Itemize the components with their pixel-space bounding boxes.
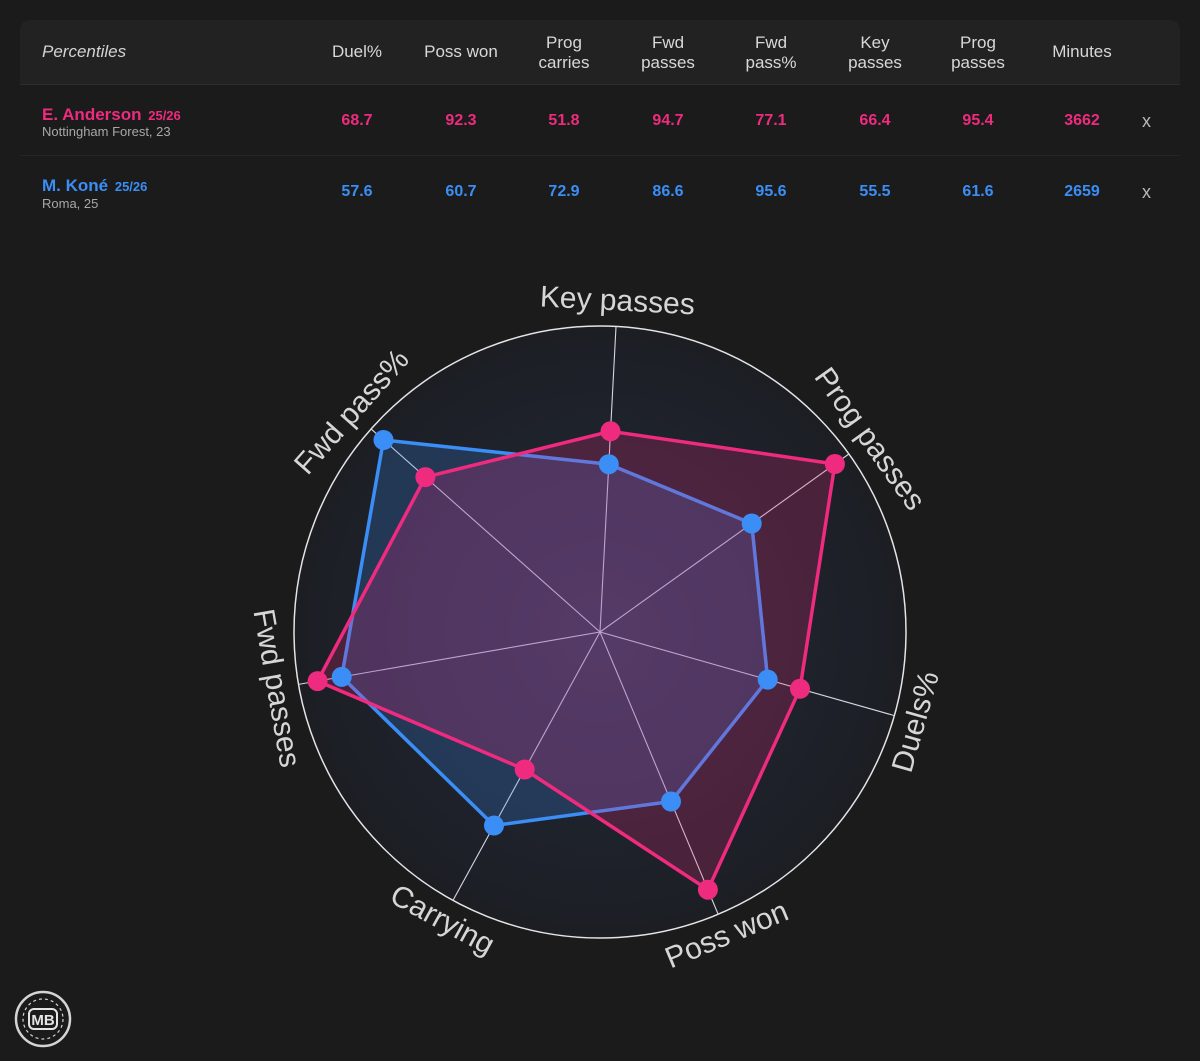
column-header-line1: Key — [860, 33, 890, 52]
value-prog-carries: 51.8 — [548, 112, 580, 129]
radar-spoke — [599, 453, 850, 633]
radar-point[interactable] — [331, 666, 352, 687]
value-prog-passes: 95.4 — [962, 112, 994, 129]
radar-series-area — [339, 438, 770, 828]
value-key-passes: 66.4 — [859, 112, 891, 129]
value-fwd-passes: 94.7 — [652, 112, 684, 129]
radar-point[interactable] — [757, 669, 778, 690]
column-header-fwd-passes[interactable]: Fwd passes — [618, 33, 718, 73]
column-header-line1: Prog — [546, 33, 582, 52]
value-duel-pct: 68.7 — [341, 112, 373, 129]
table-header: Percentiles Duel% Poss won Prog carries F… — [20, 20, 1180, 85]
radar-point[interactable] — [741, 513, 762, 534]
radar-point[interactable] — [514, 759, 535, 780]
remove-player-button[interactable]: x — [1142, 111, 1151, 131]
column-header-label: Prog passes — [951, 33, 1005, 73]
column-header-line2: passes — [848, 53, 902, 72]
value-poss-won: 60.7 — [445, 183, 477, 200]
player-name[interactable]: E. Anderson 25/26 — [42, 105, 181, 125]
value-key-passes: 55.5 — [859, 183, 891, 200]
radar-spoke — [599, 631, 719, 915]
radar-spoke — [370, 428, 601, 633]
radar-point[interactable] — [598, 454, 619, 475]
column-header-label: Fwd pass% — [745, 33, 796, 73]
player-name[interactable]: M. Koné 25/26 — [42, 176, 147, 196]
radar-point[interactable] — [415, 467, 436, 488]
value-minutes: 2659 — [1064, 183, 1100, 200]
column-header-line1: Fwd — [651, 33, 685, 52]
player-club-age: Roma, 25 — [42, 196, 99, 211]
column-header-fwd-pass-pct[interactable]: Fwd pass% — [721, 33, 821, 73]
radar-series-area — [315, 429, 837, 892]
column-header-line2: passes — [951, 53, 1005, 72]
value-fwd-pass-pct: 77.1 — [755, 112, 787, 129]
player-name-text: M. Koné — [42, 176, 109, 195]
player-row-kone: M. Koné 25/26 Roma, 25 57.6 60.7 72.9 86… — [20, 156, 1180, 226]
column-header-minutes[interactable]: Minutes — [1032, 42, 1132, 62]
value-minutes: 3662 — [1064, 112, 1100, 129]
column-header-label: Poss won — [424, 42, 498, 61]
radar-point[interactable] — [307, 671, 328, 692]
column-header-label: Minutes — [1052, 42, 1112, 61]
radar-point[interactable] — [697, 879, 718, 900]
player-season: 25/26 — [114, 179, 148, 194]
player-season: 25/26 — [148, 108, 181, 123]
column-header-label: Key passes — [848, 33, 902, 73]
radar-point[interactable] — [373, 430, 394, 450]
column-header-line2: passes — [641, 53, 695, 72]
value-poss-won: 92.3 — [445, 112, 477, 129]
radar-point[interactable] — [600, 421, 621, 442]
remove-player-button[interactable]: x — [1142, 182, 1151, 202]
value-prog-carries: 72.9 — [548, 183, 580, 200]
column-header-key-passes[interactable]: Key passes — [825, 33, 925, 73]
mb-logo: MB — [14, 990, 72, 1048]
radar-spoke — [599, 631, 895, 717]
column-header-poss-won[interactable]: Poss won — [411, 42, 511, 62]
column-header-line2: pass% — [745, 53, 797, 72]
value-fwd-pass-pct: 95.6 — [755, 183, 787, 200]
player-club-age: Nottingham Forest, 23 — [42, 124, 171, 139]
player-name-text: E. Anderson — [42, 105, 142, 124]
value-prog-passes: 61.6 — [962, 183, 994, 200]
radar-spoke — [599, 326, 617, 633]
column-header-label: Fwd passes — [641, 33, 695, 73]
percentiles-table: Percentiles Duel% Poss won Prog carries F… — [20, 20, 1180, 228]
column-header-prog-passes[interactable]: Prog passes — [928, 33, 1028, 73]
radar-point[interactable] — [484, 815, 504, 836]
player-row-anderson: E. Anderson 25/26 Nottingham Forest, 23 … — [20, 85, 1180, 156]
radar-point[interactable] — [790, 678, 810, 699]
column-header-prog-carries[interactable]: Prog carries — [514, 33, 614, 73]
column-header-label: Prog carries — [538, 33, 589, 73]
column-header-line1: Fwd — [754, 33, 788, 52]
column-header-duel-pct[interactable]: Duel% — [307, 42, 407, 62]
table-title: Percentiles — [42, 42, 127, 61]
column-header-line2: carries — [538, 53, 590, 72]
radar-point[interactable] — [824, 454, 845, 474]
radar-axis-label: Key passes — [539, 280, 696, 321]
value-fwd-passes: 86.6 — [652, 183, 684, 200]
value-duel-pct: 57.6 — [341, 183, 373, 200]
logo-text: MB — [31, 1012, 54, 1029]
radar-point[interactable] — [661, 791, 681, 812]
column-header-label: Duel% — [331, 42, 383, 61]
column-header-line1: Prog — [960, 33, 996, 52]
